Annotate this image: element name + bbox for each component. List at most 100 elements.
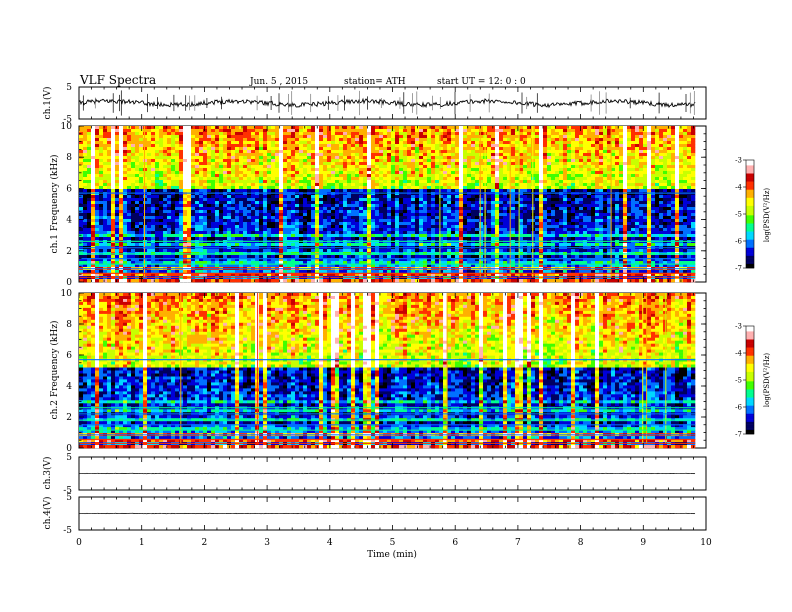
spectrogram-cell <box>271 147 276 151</box>
spectrogram-cell <box>583 195 588 199</box>
spectrogram-cell <box>679 177 684 181</box>
spectrogram-cell <box>283 186 288 190</box>
spectrogram-cell <box>87 153 92 157</box>
spectrogram-cell <box>111 189 116 193</box>
spectrogram-cell <box>127 174 132 178</box>
spectrogram-cell <box>671 135 676 139</box>
spectrogram-cell <box>359 213 364 217</box>
spectrogram-cell <box>315 207 320 211</box>
spectrogram-cell <box>367 189 372 193</box>
spectrogram-cell <box>351 141 356 145</box>
spectrogram-cell <box>263 150 268 154</box>
spectrogram-cell <box>467 204 472 208</box>
spectrogram-cell <box>171 213 176 217</box>
spectrogram-cell <box>687 186 692 190</box>
spectrogram-cell <box>343 168 348 172</box>
spectrogram-cell <box>151 135 156 139</box>
spectrogram-cell <box>363 141 368 145</box>
spectrogram-cell <box>103 132 108 136</box>
spectrogram-cell <box>499 180 504 184</box>
spectrogram-cell <box>235 183 240 187</box>
spectrogram-cell <box>219 150 224 154</box>
spectrogram-cell <box>115 180 120 184</box>
spectrogram-cell <box>447 174 452 178</box>
spectrogram-cell <box>391 165 396 169</box>
spectrogram-cell <box>575 186 580 190</box>
spectrogram-cell <box>163 174 168 178</box>
spectrogram-cell <box>251 219 256 223</box>
spectrogram-cell <box>687 150 692 154</box>
spectrogram-cell <box>623 213 628 217</box>
spectrogram-cell <box>171 177 176 181</box>
spectrogram-cell <box>347 210 352 214</box>
spectrogram-cell <box>447 159 452 163</box>
spectrogram-cell <box>111 201 116 205</box>
spectrogram-cell <box>379 186 384 190</box>
spectrogram-cell <box>627 141 632 145</box>
spectrogram-cell <box>603 201 608 205</box>
spectrogram-cell <box>515 213 520 217</box>
spectrogram-cell <box>407 207 412 211</box>
spectrogram-cell <box>275 204 280 208</box>
spectrogram-cell <box>455 177 460 181</box>
spectrogram-cell <box>315 210 320 214</box>
spectrogram-cell <box>291 150 296 154</box>
spectrogram-cell <box>591 219 596 223</box>
spectrogram-cell <box>583 177 588 181</box>
spectrogram-cell <box>379 159 384 163</box>
spectrogram-cell <box>427 174 432 178</box>
spectrogram-cell <box>563 189 568 193</box>
spectrogram-cell <box>331 216 336 220</box>
spectrogram-cell <box>83 144 88 148</box>
spectrogram-cell <box>639 174 644 178</box>
spectrogram-cell <box>231 135 236 139</box>
spectrogram-cell <box>615 162 620 166</box>
spectrogram-cell <box>327 153 332 157</box>
spectrogram-cell <box>407 195 412 199</box>
spectrogram-cell <box>195 219 200 223</box>
spectrogram-cell <box>399 156 404 160</box>
spectrogram-cell <box>639 180 644 184</box>
spectrogram-cell <box>103 165 108 169</box>
spectrogram-cell <box>123 171 128 175</box>
spectrogram-cell <box>179 219 184 223</box>
spectrogram-cell <box>571 144 576 148</box>
spectrogram-cell <box>423 213 428 217</box>
spectrogram-cell <box>87 216 92 220</box>
spectrogram-cell <box>471 183 476 187</box>
spectrogram-cell <box>391 207 396 211</box>
spectrogram-cell <box>547 168 552 172</box>
spectrogram-cell <box>147 201 152 205</box>
spectrogram-cell <box>667 138 672 142</box>
spectrogram-cell <box>463 150 468 154</box>
spectrogram-cell <box>339 174 344 178</box>
spectrogram-cell <box>219 153 224 157</box>
spectrogram-cell <box>291 141 296 145</box>
spectrogram-cell <box>227 138 232 142</box>
spectrogram-cell <box>383 150 388 154</box>
spectrogram-cell <box>651 174 656 178</box>
spectrogram-cell <box>87 147 92 151</box>
spectrogram-cell <box>175 180 180 184</box>
spectrogram-cell <box>475 171 480 175</box>
spectrogram-cell <box>371 126 376 130</box>
spectrogram-cell <box>479 147 484 151</box>
spectrogram-cell <box>207 153 212 157</box>
spectrogram-cell <box>495 132 500 136</box>
spectrogram-cell <box>127 141 132 145</box>
spectrogram-cell <box>375 219 380 223</box>
spectrogram-cell <box>275 171 280 175</box>
spectrogram-cell <box>315 189 320 193</box>
spectrogram-cell <box>219 189 224 193</box>
spectrogram-cell <box>83 168 88 172</box>
spectrogram-cell <box>499 174 504 178</box>
spectrogram-cell <box>551 180 556 184</box>
spectrogram-cell <box>139 216 144 220</box>
spectrogram-cell <box>575 213 580 217</box>
spectrogram-cell <box>495 216 500 220</box>
spectrogram-cell <box>375 186 380 190</box>
spectrogram-cell <box>99 222 104 226</box>
spectrogram-cell <box>259 195 264 199</box>
spectrogram-cell <box>275 195 280 199</box>
spectrogram-cell <box>191 180 196 184</box>
